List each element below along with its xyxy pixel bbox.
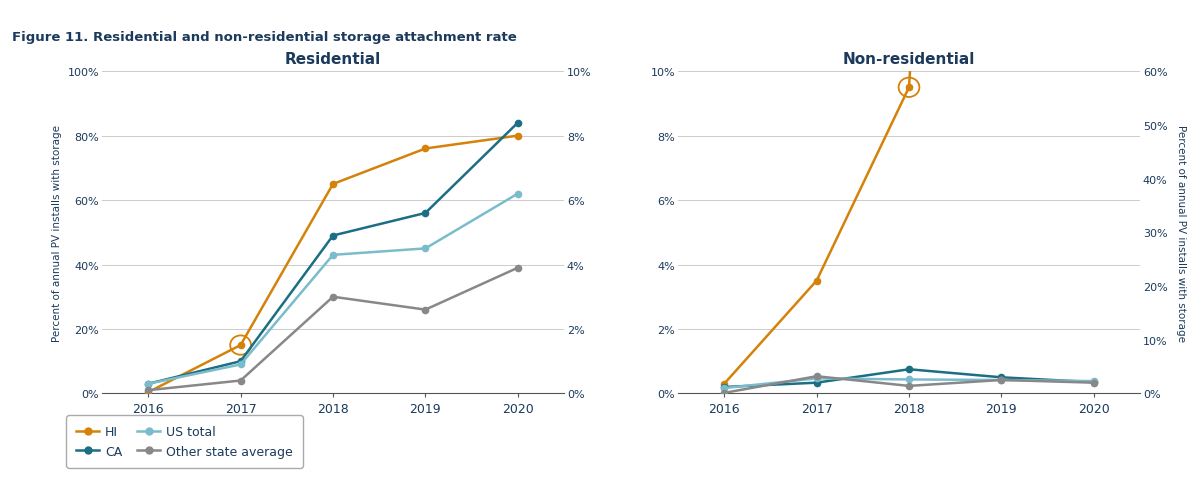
Title: Non-residential: Non-residential: [842, 52, 976, 67]
Text: ≈: ≈: [905, 83, 913, 93]
Title: Residential: Residential: [284, 52, 382, 67]
Legend: HI, CA, US total, Other state average: HI, CA, US total, Other state average: [66, 416, 302, 468]
Text: Figure 11. Residential and non-residential storage attachment rate: Figure 11. Residential and non-residenti…: [12, 31, 517, 44]
Text: ≈: ≈: [236, 340, 245, 350]
Y-axis label: Percent of annual PV installs with storage: Percent of annual PV installs with stora…: [52, 124, 62, 341]
Y-axis label: Percent of annual PV installs with storage: Percent of annual PV installs with stora…: [1176, 124, 1186, 341]
